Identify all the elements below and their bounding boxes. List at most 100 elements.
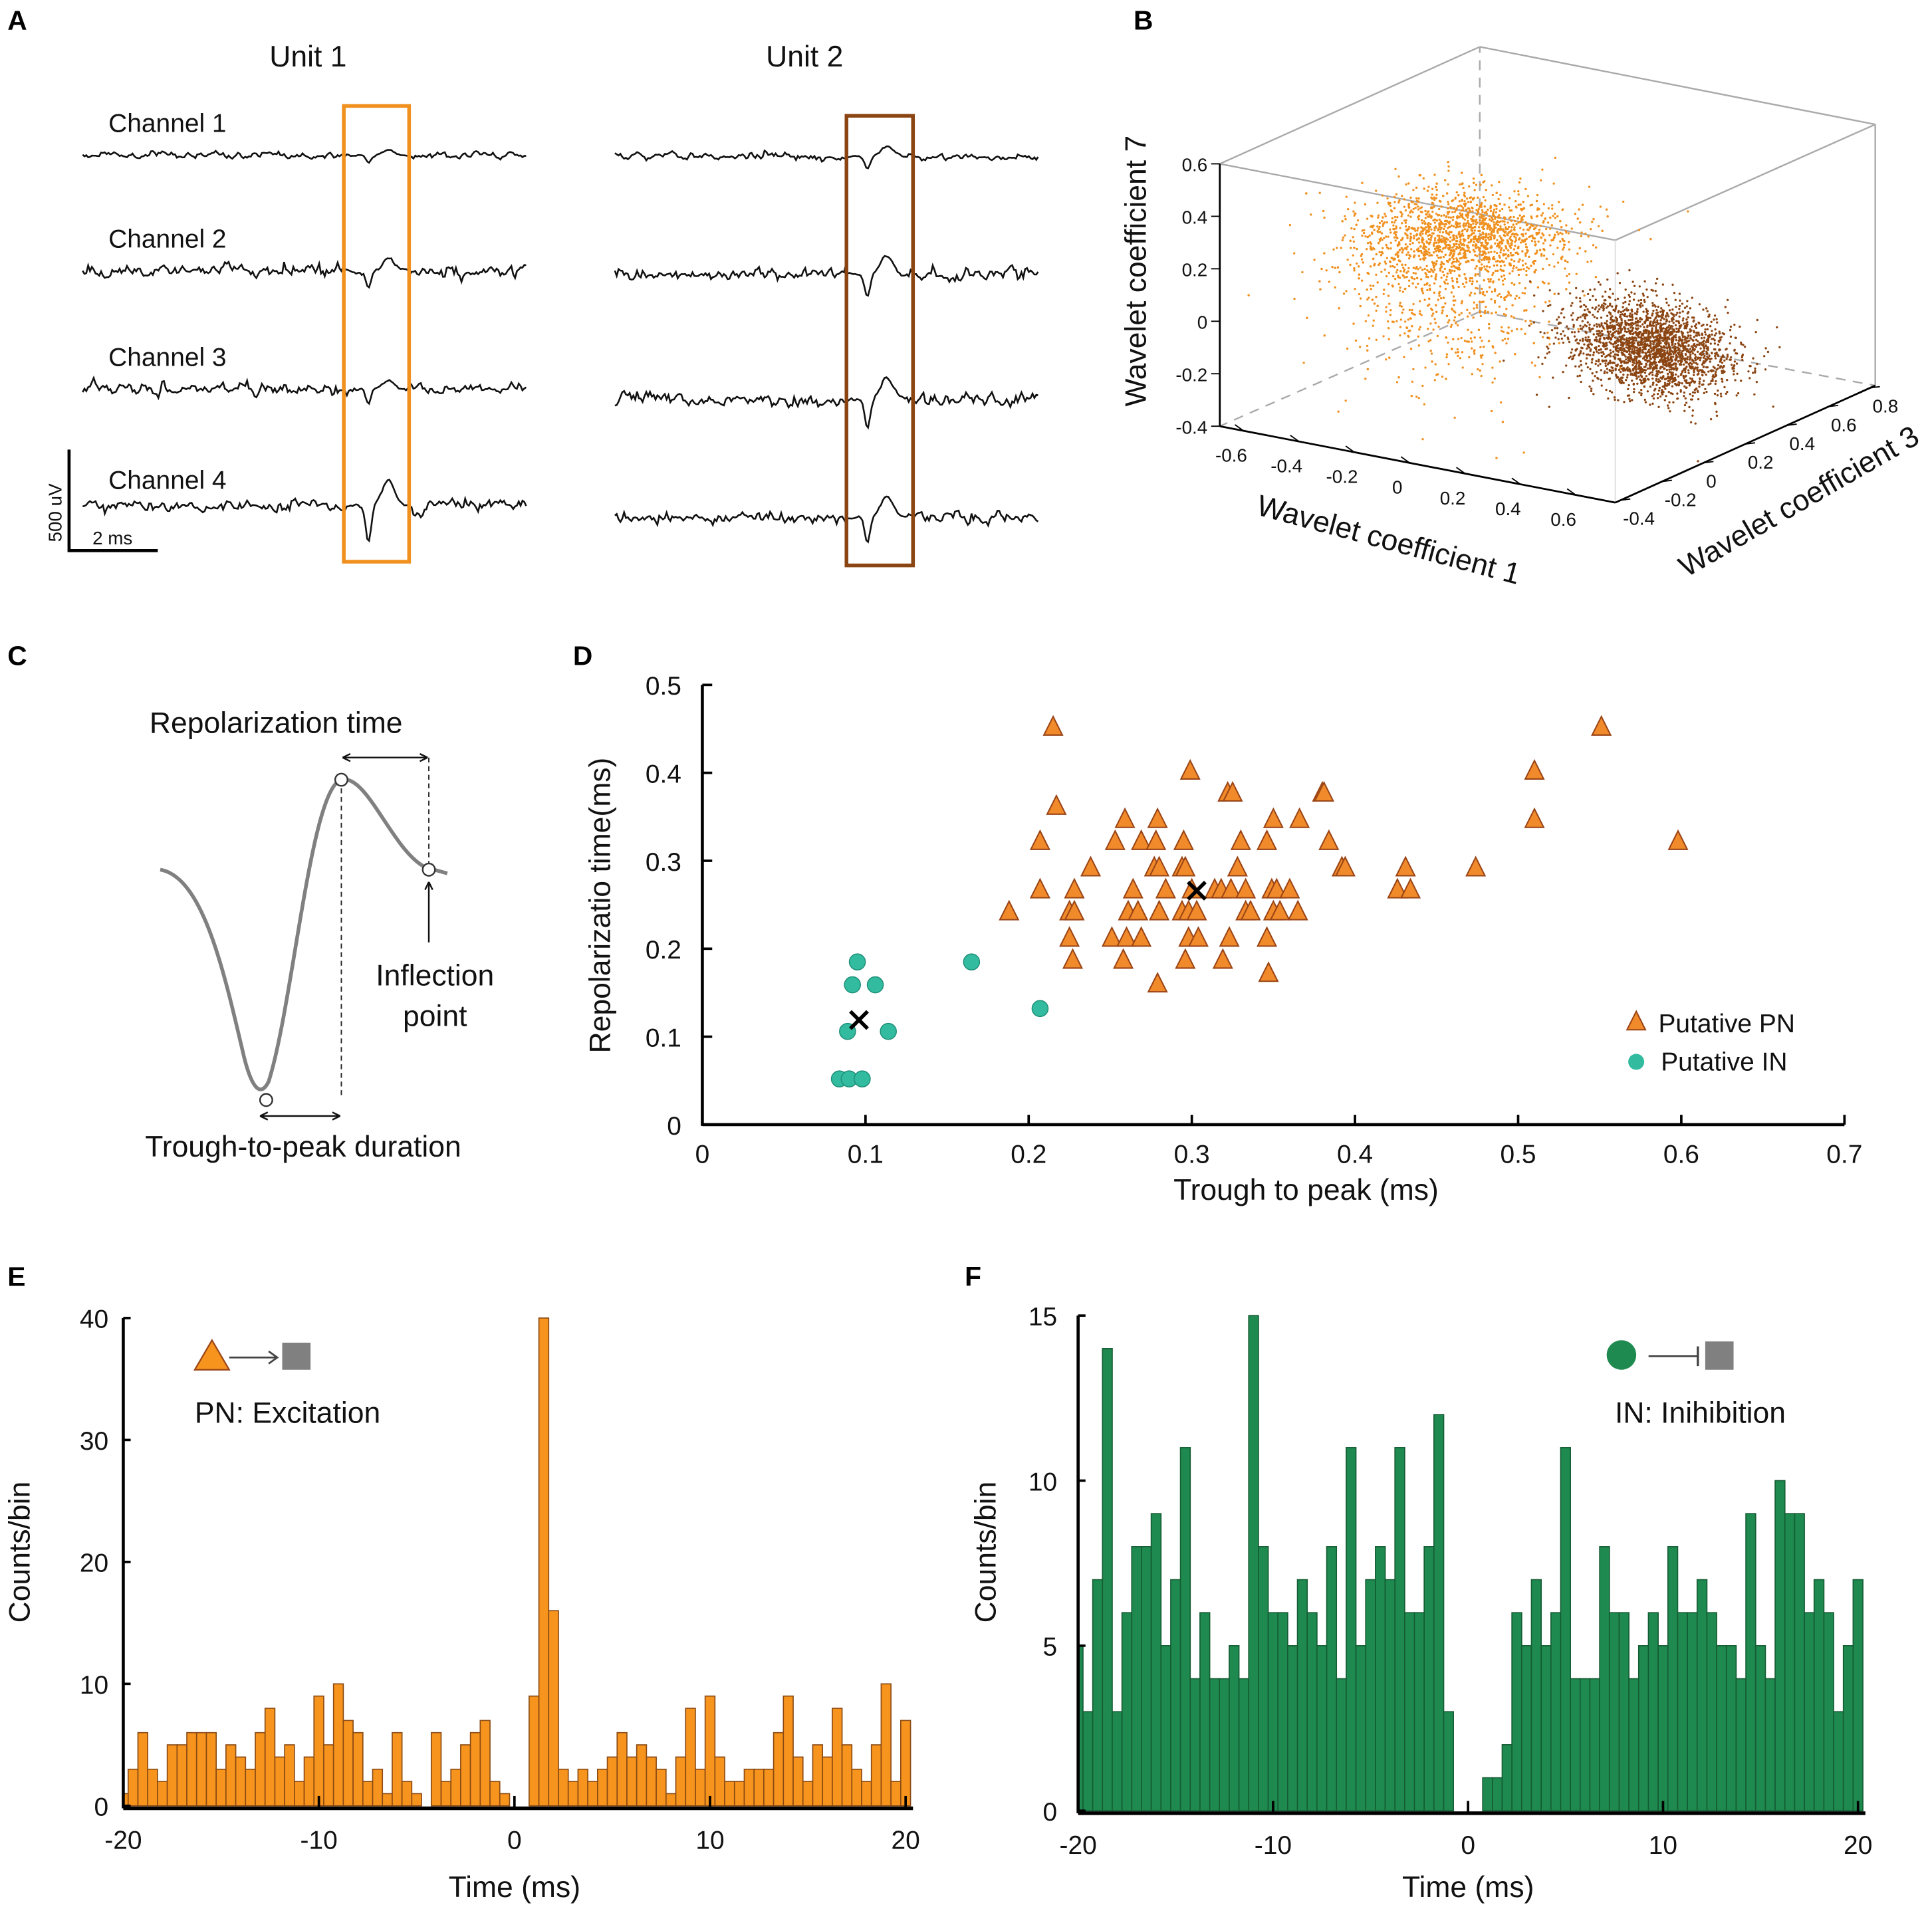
cluster-2-point (1646, 309, 1649, 312)
cluster-2-point (1655, 348, 1658, 351)
cluster-1-point (1384, 261, 1386, 263)
cluster-2-point (1729, 328, 1732, 332)
cluster-1-point (1509, 235, 1512, 238)
cluster-2-point (1698, 380, 1701, 383)
cluster-2-point (1606, 279, 1609, 281)
cluster-1-point (1385, 306, 1388, 308)
cluster-2-point (1646, 312, 1649, 315)
cluster-2-point (1600, 348, 1602, 351)
cluster-1-point (1453, 265, 1456, 268)
cluster-2-point (1599, 337, 1602, 340)
cluster-1-point (1439, 239, 1442, 242)
cluster-1-point (1513, 190, 1516, 193)
cluster-2-point (1616, 354, 1620, 357)
cluster-1-point (1444, 179, 1447, 181)
cluster-1-point (1338, 307, 1340, 310)
cluster-2-point (1641, 334, 1645, 337)
cluster-1-point (1417, 227, 1419, 230)
cluster-1-point (1459, 357, 1461, 360)
cluster-1-point (1424, 209, 1427, 213)
cluster-1-point (1366, 349, 1369, 352)
cluster-1-point (1408, 254, 1411, 257)
cluster-1-point (1474, 220, 1477, 223)
cluster-1-point (1548, 234, 1551, 237)
cluster-1-point (1489, 227, 1491, 229)
cluster-1-point (1392, 275, 1395, 278)
cluster-2-point (1764, 347, 1767, 350)
cluster-2-point (1589, 288, 1592, 291)
cluster-2-point (1678, 324, 1681, 328)
cluster-1-point (1505, 228, 1508, 231)
cluster-1-point (1415, 197, 1418, 200)
cluster-2-point (1678, 315, 1681, 318)
cluster-1-point (1584, 250, 1587, 253)
cluster-1-point (1462, 209, 1465, 212)
cluster-1-point (1503, 312, 1505, 316)
cluster-2-point (1697, 331, 1700, 334)
cluster-2-point (1653, 345, 1656, 348)
cluster-2-point (1702, 356, 1705, 359)
cluster-2-point (1647, 348, 1651, 351)
cluster-1-point (1422, 242, 1425, 245)
cluster-1-point (1417, 205, 1419, 208)
cluster-1-point (1499, 251, 1502, 254)
cluster-2-point (1591, 306, 1594, 309)
cluster-1-point (1417, 255, 1421, 257)
cluster-2-point (1685, 327, 1688, 330)
cluster-2-point (1649, 344, 1652, 348)
cluster-1-point (1435, 275, 1437, 278)
cluster-1-point (1502, 228, 1505, 231)
cluster-2-point (1620, 310, 1623, 314)
cluster-2-point (1693, 357, 1697, 360)
cluster-2-point (1602, 302, 1606, 305)
pn-point (1046, 794, 1067, 815)
cluster-1-point (1488, 280, 1491, 283)
cluster-1-point (1407, 270, 1409, 273)
cluster-1-point (1441, 235, 1443, 238)
cluster-2-point (1688, 358, 1691, 361)
cluster-1-point (1432, 245, 1435, 247)
cluster-2-point (1609, 338, 1612, 341)
cluster-1-point (1424, 217, 1427, 219)
cluster-1-point (1473, 349, 1476, 352)
cluster-2-point (1595, 336, 1598, 339)
cluster-2-point (1672, 401, 1675, 403)
cluster-1-point (1538, 229, 1541, 231)
cluster-2-point (1689, 362, 1692, 364)
cluster-1-point (1439, 263, 1442, 266)
cluster-2-point (1696, 340, 1699, 343)
cluster-1-point (1503, 223, 1506, 226)
cluster-1-point (1453, 316, 1457, 319)
cluster-1-point (1384, 268, 1386, 271)
cluster-1-point (1423, 245, 1425, 247)
cluster-2-point (1679, 338, 1682, 341)
cluster-2-point (1653, 360, 1656, 363)
cluster-1-point (1517, 269, 1520, 271)
scale-bar (67, 449, 158, 552)
cluster-2-point (1552, 376, 1554, 379)
cluster-1-point (1446, 282, 1449, 285)
pn-point (1175, 855, 1196, 877)
cluster-2-point (1629, 355, 1631, 358)
cluster-1-point (1352, 322, 1355, 325)
cluster-1-point (1525, 273, 1528, 277)
cluster-2-point (1645, 362, 1647, 365)
cluster-1-point (1414, 272, 1417, 275)
cluster-1-point (1479, 219, 1481, 222)
cluster-1-point (1389, 228, 1391, 231)
cluster-2-point (1695, 326, 1698, 329)
cluster-2-point (1616, 319, 1619, 322)
cluster-1-point (1468, 312, 1471, 314)
x-axis-label: Wavelet coefficient 1 (1253, 489, 1524, 591)
cluster-1-point (1413, 227, 1416, 230)
cluster-1-point (1501, 339, 1504, 342)
cluster-1-point (1394, 239, 1397, 242)
cluster-1-point (1457, 285, 1460, 288)
cluster-2-point (1703, 330, 1707, 334)
cluster-1-point (1445, 353, 1449, 356)
cluster-1-point (1462, 207, 1465, 209)
cluster-1-point (1377, 214, 1380, 217)
cluster-1-point (1400, 195, 1403, 197)
cluster-2-point (1629, 353, 1631, 356)
cluster-2-point (1634, 327, 1637, 330)
